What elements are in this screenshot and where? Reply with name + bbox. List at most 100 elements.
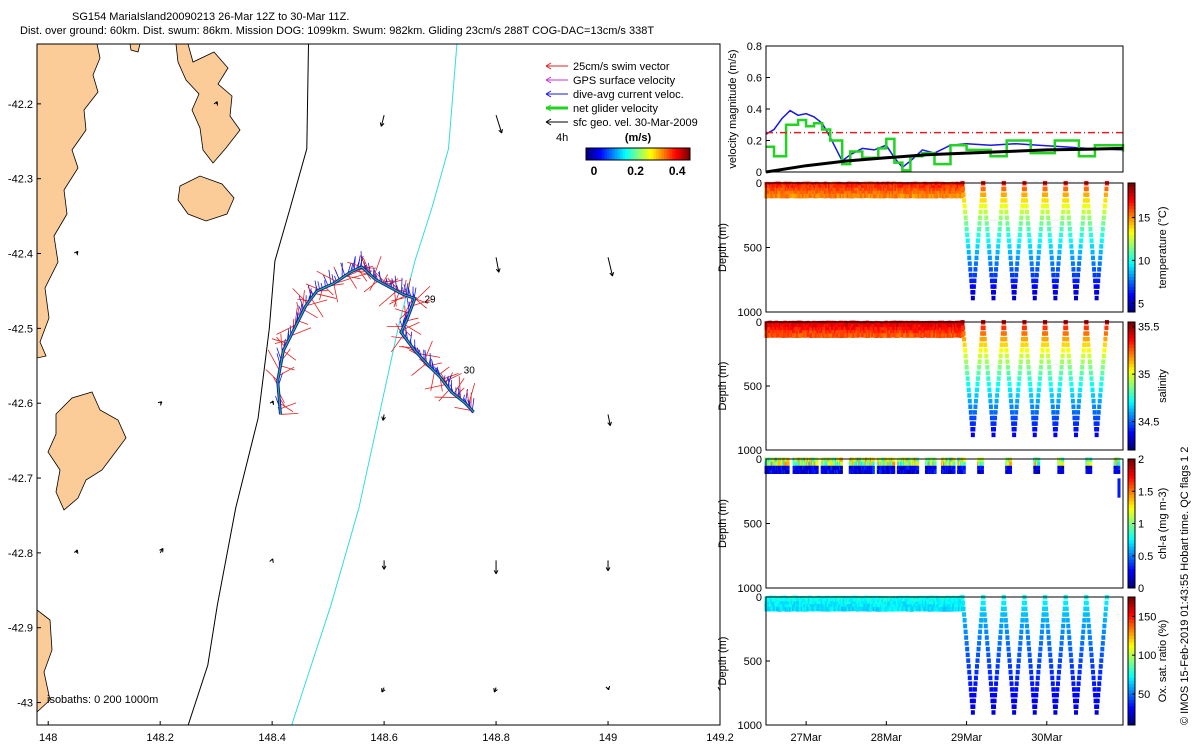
- swim-vector: [303, 309, 318, 319]
- data-point: [1005, 359, 1010, 364]
- y-tick-label: -42.8: [8, 548, 33, 560]
- data-point: [1002, 600, 1007, 606]
- colorbar-cell: [1128, 295, 1135, 300]
- data-point: [962, 203, 967, 209]
- data-point: [1080, 635, 1085, 640]
- data-point: [987, 249, 992, 255]
- swim-vector: [434, 396, 459, 398]
- data-point: [1009, 461, 1013, 466]
- vector-head: [381, 688, 386, 693]
- data-point: [983, 618, 988, 623]
- data-point: [916, 469, 920, 474]
- data-point: [1089, 381, 1094, 387]
- data-point: [984, 221, 989, 226]
- colorbar-cell: [604, 148, 608, 160]
- y-tick-label: -42.7: [8, 473, 33, 485]
- colorbar-cell: [593, 148, 597, 160]
- colorbar-cell: [619, 148, 623, 160]
- vector-head: [493, 570, 499, 575]
- data-point: [1082, 342, 1087, 348]
- sfc-velocity-vector: [157, 401, 163, 406]
- data-point: [1013, 415, 1018, 421]
- land-polygon: [47, 391, 127, 511]
- data-point: [933, 461, 937, 466]
- data-point: [988, 267, 993, 272]
- data-point: [1097, 675, 1102, 681]
- data-point: [1086, 623, 1091, 629]
- data-point: [1075, 698, 1080, 704]
- data-point: [1039, 359, 1044, 364]
- legend-arrowhead: [545, 118, 552, 126]
- data-point: [1046, 359, 1051, 364]
- data-point: [1004, 348, 1009, 353]
- swim-vector: [314, 293, 337, 299]
- swim-vector: [276, 324, 297, 335]
- data-point: [1018, 221, 1023, 226]
- land-polygon: [177, 175, 235, 222]
- sfc-velocity-vector: [269, 558, 274, 563]
- data-point: [1034, 278, 1039, 284]
- data-point: [1085, 606, 1090, 612]
- data-point: [1043, 600, 1048, 606]
- y-tick-label: 0: [756, 454, 762, 466]
- data-point: [952, 457, 956, 462]
- data-point: [1049, 255, 1054, 261]
- data-point: [1035, 398, 1040, 404]
- data-point: [965, 232, 970, 238]
- data-point: [1099, 658, 1104, 663]
- swim-vector: [401, 321, 420, 331]
- data-point: [972, 278, 977, 284]
- colorbar-cell: [632, 148, 636, 160]
- colorbar-tick-label: 1: [1138, 519, 1144, 531]
- colorbar-tick-label: 5: [1138, 298, 1144, 310]
- data-point: [1048, 244, 1053, 249]
- colorbar-frame: [1127, 182, 1136, 313]
- vector-shaft: [495, 114, 503, 134]
- data-point: [1076, 681, 1081, 686]
- colorbar-cell: [1128, 195, 1135, 200]
- data-point: [1065, 342, 1070, 348]
- data-point: [972, 410, 977, 415]
- data-point: [1083, 192, 1088, 197]
- data-point: [1010, 272, 1015, 278]
- data-point: [989, 410, 994, 415]
- data-point: [999, 203, 1004, 209]
- colorbar-cell: [1128, 199, 1135, 203]
- data-point: [1023, 612, 1028, 617]
- data-point: [1037, 465, 1041, 470]
- y-tick-label: 0.2: [747, 136, 762, 148]
- data-point: [1045, 342, 1050, 348]
- data-point: [933, 465, 937, 470]
- data-point: [1038, 370, 1043, 376]
- colorbar-cell: [1128, 402, 1135, 406]
- data-point: [1082, 618, 1087, 623]
- data-point: [968, 272, 973, 278]
- colorbar-cell: [1128, 224, 1135, 229]
- swim-vector: [404, 324, 422, 335]
- y-axis-label: Depth (m): [717, 223, 729, 272]
- data-point: [1026, 221, 1031, 226]
- swim-vector: [347, 261, 362, 268]
- data-point: [1041, 203, 1046, 209]
- colorbar-cell: [1128, 597, 1135, 601]
- colorbar-cell: [1128, 231, 1135, 236]
- colorbar-cell: [1128, 338, 1135, 342]
- colorbar-cell: [1128, 680, 1135, 684]
- current-vector: [471, 398, 475, 411]
- data-point: [986, 376, 991, 381]
- data-point: [1053, 295, 1058, 301]
- data-point: [1075, 278, 1080, 284]
- data-point: [1004, 623, 1009, 629]
- data-point: [1081, 629, 1086, 635]
- data-point: [1077, 261, 1082, 266]
- data-point: [965, 238, 970, 243]
- data-point: [1083, 331, 1088, 336]
- data-point: [986, 652, 991, 658]
- colorbar-cell: [1128, 705, 1135, 710]
- data-point: [987, 393, 992, 398]
- data-point: [976, 370, 981, 376]
- data-point: [1016, 387, 1021, 393]
- colorbar-cell: [1128, 279, 1135, 284]
- data-point: [1023, 192, 1028, 197]
- data-point: [1061, 457, 1065, 462]
